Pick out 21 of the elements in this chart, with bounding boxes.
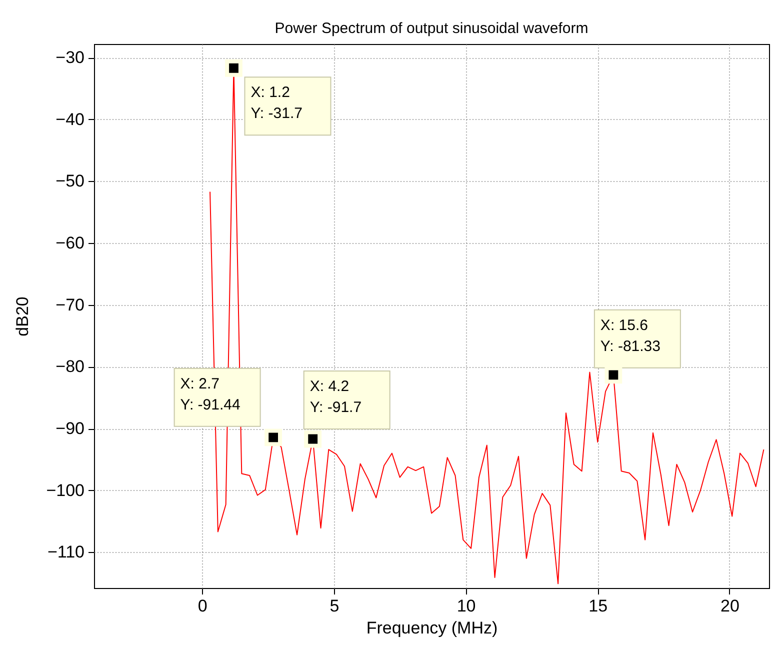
x-tick-label: 20 [720, 596, 740, 616]
x-tick-label: 5 [330, 596, 340, 616]
y-tick-label: −60 [56, 234, 84, 253]
y-axis-title: dB20 [13, 296, 32, 336]
y-tick-label: −90 [56, 419, 84, 438]
x-tick-label: 10 [456, 596, 476, 616]
annotation: X: 2.7 Y: -91.44 [180, 375, 240, 414]
y-tick-label: −100 [46, 480, 84, 500]
y-tick-label: −80 [56, 357, 84, 376]
y-tick-label: −50 [56, 172, 84, 191]
y-tick-label: −30 [56, 48, 84, 68]
x-axis-title: Frequency (MHz) [366, 618, 498, 638]
annotation: X: 15.6 Y: -81.33 [600, 316, 660, 355]
x-tick-label: 15 [588, 596, 608, 616]
y-tick-label: −70 [56, 295, 84, 314]
y-tick-label: −110 [47, 542, 84, 562]
y-tick-label: −40 [56, 110, 84, 129]
chart-title: Power Spectrum of output sinusoidal waveform [274, 20, 588, 37]
x-tick-label: 0 [198, 596, 208, 616]
annotation: X: 4.2 Y: -91.7 [310, 378, 362, 416]
annotation: X: 1.2 Y: -31.7 [250, 84, 302, 122]
